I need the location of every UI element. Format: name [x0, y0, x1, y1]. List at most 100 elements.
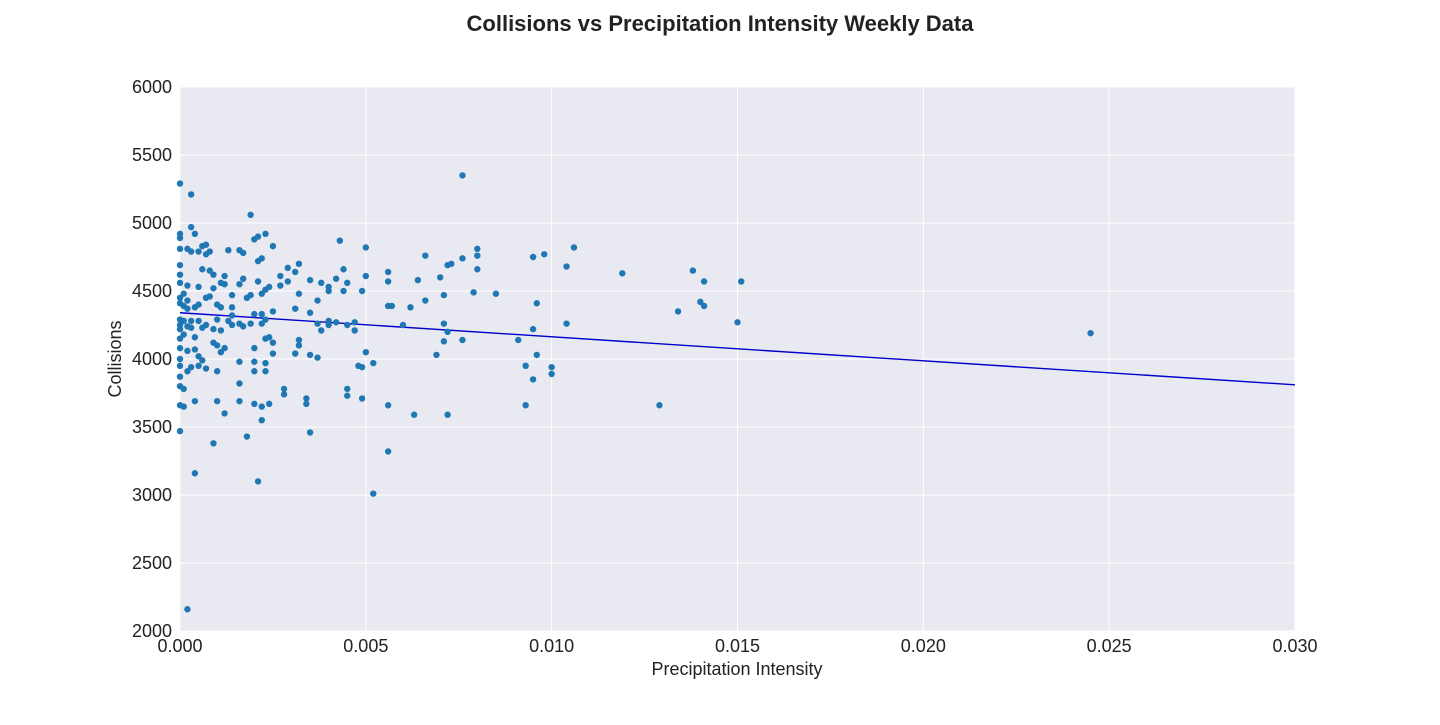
- data-point: [191, 334, 199, 341]
- data-point: [269, 350, 277, 357]
- data-point: [251, 400, 258, 408]
- data-point: [384, 268, 392, 276]
- data-point: [344, 279, 351, 287]
- data-point: [195, 353, 202, 360]
- data-point: [280, 391, 288, 398]
- data-point: [410, 411, 418, 418]
- data-point: [306, 276, 314, 284]
- data-point: [522, 402, 529, 409]
- data-point: [176, 362, 184, 369]
- data-point: [269, 308, 277, 315]
- data-point: [269, 339, 277, 346]
- data-point: [176, 335, 184, 342]
- x-tick-label: 0.020: [901, 636, 946, 656]
- x-tick-label: 0.000: [157, 636, 202, 656]
- data-point: [202, 365, 210, 372]
- data-point: [258, 290, 265, 297]
- data-point: [280, 385, 288, 393]
- y-tick-label: 3000: [132, 485, 172, 505]
- data-point: [187, 363, 195, 371]
- data-point: [228, 321, 236, 329]
- data-point: [533, 351, 540, 359]
- data-point: [243, 433, 251, 440]
- data-point: [217, 304, 225, 311]
- data-point: [202, 241, 210, 248]
- data-point: [492, 290, 500, 297]
- y-tick-label: 2500: [132, 553, 172, 573]
- data-point: [734, 319, 741, 326]
- data-point: [187, 191, 195, 198]
- data-point: [176, 294, 184, 301]
- data-point: [180, 385, 187, 393]
- data-point: [448, 260, 455, 267]
- data-point: [210, 271, 217, 278]
- data-point: [370, 359, 377, 367]
- data-point: [206, 293, 213, 300]
- data-point: [199, 266, 206, 273]
- y-tick-label: 4000: [132, 349, 172, 369]
- data-point: [199, 357, 206, 364]
- data-point: [206, 267, 213, 274]
- data-point: [444, 328, 451, 335]
- data-point: [236, 397, 243, 405]
- data-point: [292, 268, 299, 276]
- data-point: [239, 249, 247, 257]
- data-point: [262, 316, 269, 323]
- data-point: [202, 321, 210, 329]
- data-point: [239, 275, 247, 282]
- data-point: [187, 317, 195, 325]
- data-point: [247, 320, 254, 327]
- data-point: [533, 300, 540, 307]
- data-point: [529, 253, 537, 261]
- data-point: [474, 252, 481, 259]
- data-point: [228, 291, 236, 299]
- data-point: [184, 305, 191, 312]
- data-point: [176, 355, 184, 363]
- data-point: [251, 358, 258, 365]
- data-point: [515, 336, 522, 344]
- data-point: [221, 272, 228, 280]
- data-point: [187, 223, 195, 231]
- data-point: [344, 392, 351, 399]
- data-point: [306, 429, 314, 436]
- data-point: [176, 427, 184, 435]
- data-point: [362, 244, 370, 251]
- data-point: [340, 266, 347, 273]
- tick-labels: 0.000 0.005 0.010 0.015 0.020 0.025 0.030 2000 2…: [132, 77, 1318, 656]
- data-point: [191, 470, 199, 477]
- x-axis-label: Precipitation Intensity: [651, 659, 822, 679]
- trend-line-group: [179, 312, 1296, 386]
- data-point: [210, 440, 217, 447]
- data-points: [176, 172, 1094, 613]
- data-point: [384, 402, 392, 409]
- data-point: [213, 397, 221, 405]
- data-point: [184, 606, 191, 613]
- trend-line: [179, 312, 1296, 386]
- data-point: [176, 344, 184, 352]
- data-point: [277, 272, 284, 280]
- data-point: [563, 263, 570, 270]
- data-point: [236, 380, 243, 387]
- data-point: [295, 342, 303, 349]
- data-point: [474, 245, 481, 253]
- data-point: [176, 279, 184, 287]
- data-point: [325, 287, 332, 295]
- data-point: [384, 448, 392, 455]
- data-point: [351, 319, 358, 326]
- data-point: [422, 297, 429, 304]
- data-point: [269, 242, 277, 250]
- data-point: [674, 308, 682, 315]
- y-tick-label: 2000: [132, 621, 172, 641]
- data-point: [303, 400, 310, 408]
- data-point: [254, 478, 262, 485]
- data-point: [407, 304, 414, 311]
- y-tick-label: 6000: [132, 77, 172, 97]
- data-point: [384, 278, 392, 285]
- x-tick-label: 0.005: [343, 636, 388, 656]
- data-point: [217, 327, 225, 334]
- data-point: [266, 283, 273, 291]
- data-point: [332, 319, 340, 326]
- y-tick-label: 3500: [132, 417, 172, 437]
- data-point: [247, 291, 254, 299]
